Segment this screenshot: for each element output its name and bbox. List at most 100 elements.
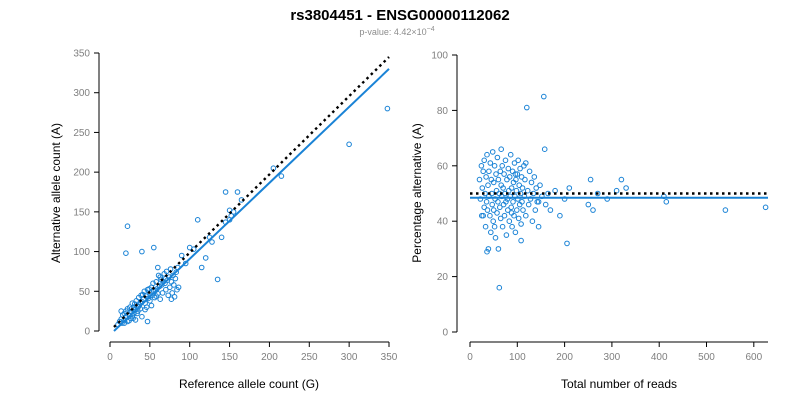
right-x-tick-label: 300 bbox=[604, 352, 621, 363]
right-data-point bbox=[509, 205, 514, 210]
left-x-ticks: 0 50 100 150 200 250 300 350 bbox=[107, 342, 398, 363]
right-data-point bbox=[496, 200, 501, 205]
right-x-tick-label: 400 bbox=[651, 352, 668, 363]
right-data-point bbox=[492, 224, 497, 229]
chart-title: rs3804451 - ENSG00000112062 bbox=[290, 7, 509, 24]
right-data-point bbox=[516, 216, 521, 221]
left-y-tick-label: 0 bbox=[84, 327, 90, 338]
right-data-point bbox=[496, 247, 501, 252]
right-data-point bbox=[495, 155, 500, 160]
left-y-tick-label: 300 bbox=[73, 88, 90, 99]
right-data-point bbox=[507, 175, 512, 180]
right-data-point bbox=[491, 219, 496, 224]
right-data-point bbox=[500, 224, 505, 229]
p-value-exponent: −4 bbox=[427, 26, 435, 33]
left-data-points bbox=[116, 106, 390, 327]
right-data-point bbox=[510, 224, 515, 229]
left-data-point bbox=[195, 218, 200, 223]
right-data-point bbox=[496, 177, 501, 182]
right-data-point bbox=[515, 208, 520, 213]
right-data-point bbox=[499, 147, 504, 152]
left-data-point bbox=[223, 190, 228, 195]
p-value-text: p-value: 4.42×10 bbox=[359, 27, 426, 37]
left-y-tick-label: 200 bbox=[73, 168, 90, 179]
right-x-ticks: 0 100 200 300 400 500 600 bbox=[467, 342, 762, 363]
right-data-point bbox=[558, 213, 563, 218]
left-x-tick-label: 100 bbox=[181, 352, 198, 363]
right-data-point bbox=[500, 164, 505, 169]
right-data-point bbox=[533, 208, 538, 213]
left-data-point bbox=[219, 235, 224, 240]
left-x-tick-label: 250 bbox=[301, 352, 318, 363]
left-data-point bbox=[145, 319, 150, 324]
left-x-tick-label: 150 bbox=[221, 352, 238, 363]
left-data-point bbox=[124, 251, 129, 256]
right-data-point bbox=[503, 158, 508, 163]
right-data-point bbox=[484, 175, 489, 180]
left-y-tick-label: 150 bbox=[73, 207, 90, 218]
right-data-point bbox=[508, 152, 513, 157]
right-data-point bbox=[489, 230, 494, 235]
left-y-tick-label: 250 bbox=[73, 128, 90, 139]
left-data-point bbox=[169, 280, 174, 285]
left-fit-line bbox=[114, 69, 389, 331]
right-data-point bbox=[588, 177, 593, 182]
right-data-point bbox=[510, 169, 515, 174]
right-y-tick-label: 40 bbox=[437, 217, 449, 228]
left-data-point bbox=[152, 245, 157, 250]
left-data-point bbox=[172, 283, 177, 288]
right-data-point bbox=[624, 186, 629, 191]
right-data-point bbox=[591, 208, 596, 213]
right-data-point bbox=[477, 177, 482, 182]
right-data-point bbox=[536, 224, 541, 229]
right-data-point bbox=[516, 158, 521, 163]
right-data-point bbox=[763, 205, 768, 210]
right-data-point bbox=[525, 105, 530, 110]
right-data-point bbox=[487, 169, 492, 174]
right-y-tick-label: 100 bbox=[431, 51, 448, 62]
left-y-tick-label: 100 bbox=[73, 247, 90, 258]
right-data-point bbox=[484, 200, 489, 205]
right-data-point bbox=[520, 186, 525, 191]
right-data-point bbox=[527, 169, 532, 174]
left-data-point bbox=[156, 265, 161, 270]
right-data-point bbox=[495, 211, 500, 216]
right-data-point bbox=[511, 200, 516, 205]
left-data-point bbox=[172, 295, 177, 300]
right-data-point bbox=[521, 208, 526, 213]
left-data-point bbox=[158, 297, 163, 302]
right-data-point bbox=[492, 164, 497, 169]
right-x-tick-label: 500 bbox=[698, 352, 715, 363]
right-data-point bbox=[524, 213, 529, 218]
left-data-point bbox=[215, 277, 220, 282]
right-data-point bbox=[490, 150, 495, 155]
right-data-point bbox=[507, 219, 512, 224]
right-data-point bbox=[488, 161, 493, 166]
right-data-point bbox=[567, 186, 572, 191]
right-data-point bbox=[494, 172, 499, 177]
right-data-point bbox=[664, 200, 669, 205]
right-data-point bbox=[538, 183, 543, 188]
right-data-point bbox=[548, 208, 553, 213]
left-data-point bbox=[347, 142, 352, 147]
right-data-point bbox=[480, 186, 485, 191]
right-data-point bbox=[505, 177, 510, 182]
right-y-axis-label: Percentage alternative (A) bbox=[410, 123, 424, 262]
right-data-point bbox=[490, 202, 495, 207]
right-data-point bbox=[485, 208, 490, 213]
left-data-point bbox=[149, 303, 154, 308]
left-x-tick-label: 300 bbox=[341, 352, 358, 363]
right-data-point bbox=[543, 202, 548, 207]
right-data-point bbox=[482, 158, 487, 163]
right-data-point bbox=[513, 230, 518, 235]
left-expected-line bbox=[114, 57, 389, 327]
left-data-point bbox=[231, 210, 236, 215]
right-data-point bbox=[493, 236, 498, 241]
right-y-tick-label: 60 bbox=[437, 161, 449, 172]
right-data-point bbox=[483, 224, 488, 229]
right-y-ticks: 0 20 40 60 80 100 bbox=[431, 51, 457, 339]
right-x-tick-label: 0 bbox=[467, 352, 473, 363]
right-data-point bbox=[481, 169, 486, 174]
